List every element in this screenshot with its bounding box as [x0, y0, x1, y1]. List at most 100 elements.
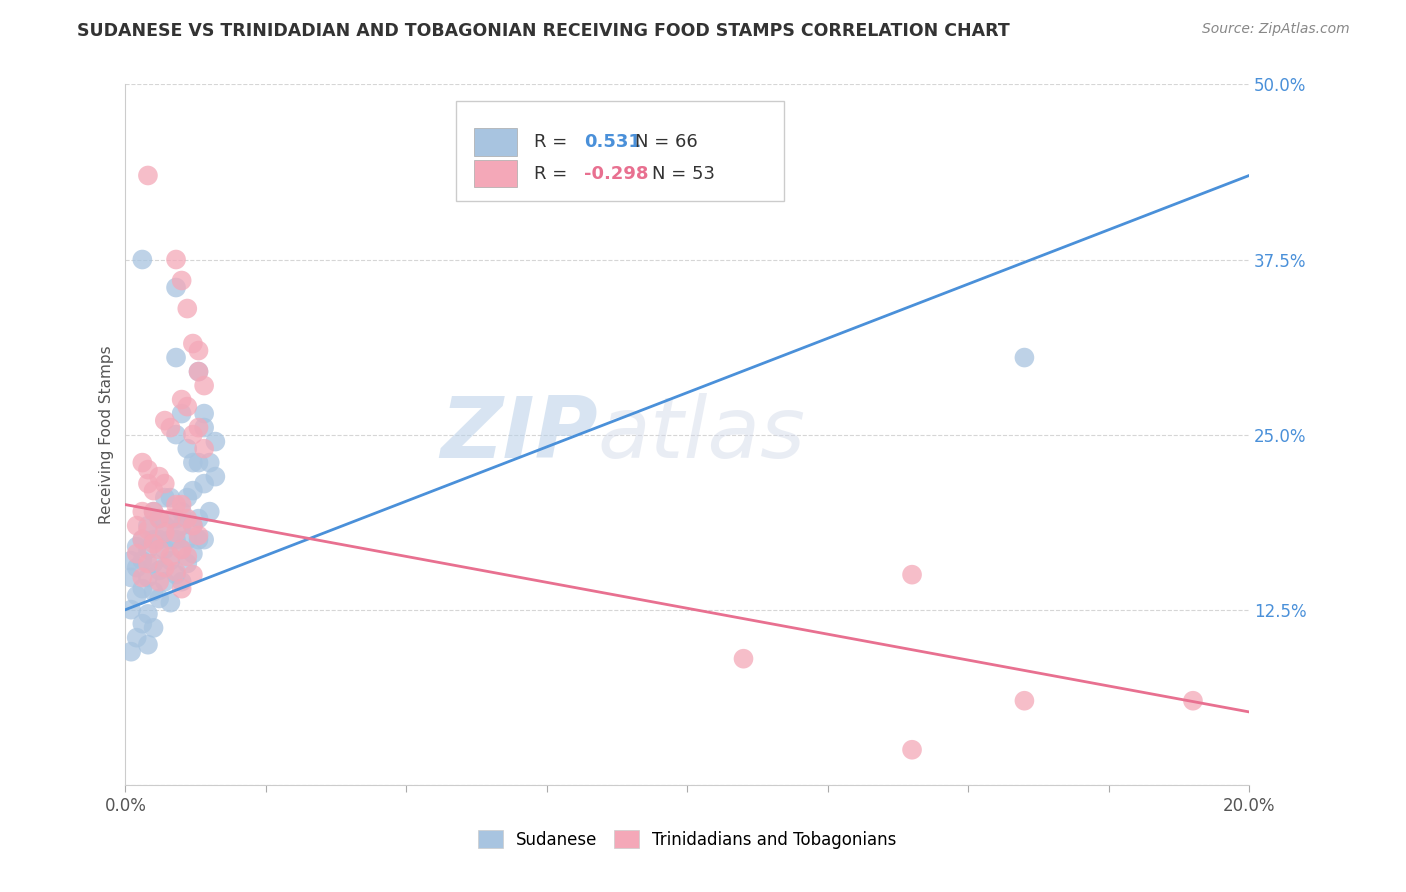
Point [193, 442, 215, 456]
Point [142, 533, 165, 547]
Point [181, 483, 204, 498]
Point [125, 547, 148, 561]
Point [148, 564, 170, 578]
Point [136, 518, 159, 533]
Point [148, 511, 170, 525]
Point [170, 498, 193, 512]
Point [170, 505, 193, 519]
Point [153, 491, 176, 505]
Point [170, 407, 193, 421]
Point [187, 365, 209, 379]
Point [148, 511, 170, 525]
Point [148, 574, 170, 589]
Point [170, 582, 193, 596]
Point [159, 511, 181, 525]
Point [136, 462, 159, 476]
Text: Source: ZipAtlas.com: Source: ZipAtlas.com [1202, 22, 1350, 37]
Point [120, 645, 142, 659]
Point [131, 554, 153, 568]
Text: R =: R = [534, 133, 578, 151]
Point [187, 420, 209, 434]
Point [136, 476, 159, 491]
Point [131, 570, 153, 584]
Text: R =: R = [534, 165, 572, 183]
Point [131, 533, 153, 547]
Point [159, 549, 181, 564]
Point [1014, 351, 1036, 365]
Point [131, 616, 153, 631]
Point [181, 427, 204, 442]
Point [148, 469, 170, 483]
Point [176, 400, 198, 414]
Point [176, 491, 198, 505]
Point [193, 407, 215, 421]
Point [136, 638, 159, 652]
Point [125, 631, 148, 645]
Point [170, 574, 193, 589]
Point [198, 505, 221, 519]
Point [136, 570, 159, 584]
Point [165, 280, 187, 294]
Point [176, 557, 198, 571]
Point [181, 518, 204, 533]
Point [153, 518, 176, 533]
Point [733, 651, 755, 665]
Point [159, 420, 181, 434]
Point [165, 525, 187, 540]
Point [142, 557, 165, 571]
Point [142, 505, 165, 519]
Text: N = 66: N = 66 [636, 133, 697, 151]
Point [142, 483, 165, 498]
Point [193, 476, 215, 491]
Point [181, 518, 204, 533]
Point [170, 518, 193, 533]
Point [176, 301, 198, 316]
Point [159, 491, 181, 505]
Point [125, 518, 148, 533]
Point [181, 336, 204, 351]
Point [204, 469, 226, 483]
Point [170, 542, 193, 557]
Text: SUDANESE VS TRINIDADIAN AND TOBAGONIAN RECEIVING FOOD STAMPS CORRELATION CHART: SUDANESE VS TRINIDADIAN AND TOBAGONIAN R… [77, 22, 1010, 40]
Point [193, 378, 215, 392]
Point [148, 533, 170, 547]
Point [125, 560, 148, 574]
Point [170, 273, 193, 287]
Point [131, 533, 153, 547]
Point [153, 476, 176, 491]
Text: ZIP: ZIP [440, 393, 598, 476]
Point [136, 557, 159, 571]
Text: atlas: atlas [598, 393, 806, 476]
Point [165, 427, 187, 442]
Point [187, 528, 209, 542]
Point [204, 434, 226, 449]
Point [176, 511, 198, 525]
Y-axis label: Receiving Food Stamps: Receiving Food Stamps [100, 345, 114, 524]
Point [187, 533, 209, 547]
Point [148, 542, 170, 557]
Point [159, 596, 181, 610]
Point [165, 498, 187, 512]
Text: N = 53: N = 53 [652, 165, 714, 183]
Point [120, 570, 142, 584]
Point [153, 525, 176, 540]
Point [153, 414, 176, 428]
Point [176, 533, 198, 547]
Point [131, 252, 153, 267]
Point [142, 621, 165, 635]
Point [131, 456, 153, 470]
Point [153, 574, 176, 589]
Point [165, 533, 187, 547]
Point [1181, 694, 1204, 708]
Legend: Sudanese, Trinidadians and Tobagonians: Sudanese, Trinidadians and Tobagonians [470, 822, 905, 857]
Point [165, 511, 187, 525]
Point [176, 549, 198, 564]
Point [181, 456, 204, 470]
Point [165, 351, 187, 365]
Point [176, 442, 198, 456]
Point [142, 584, 165, 599]
Point [181, 567, 204, 582]
Point [136, 169, 159, 183]
Point [165, 252, 187, 267]
Point [136, 607, 159, 621]
